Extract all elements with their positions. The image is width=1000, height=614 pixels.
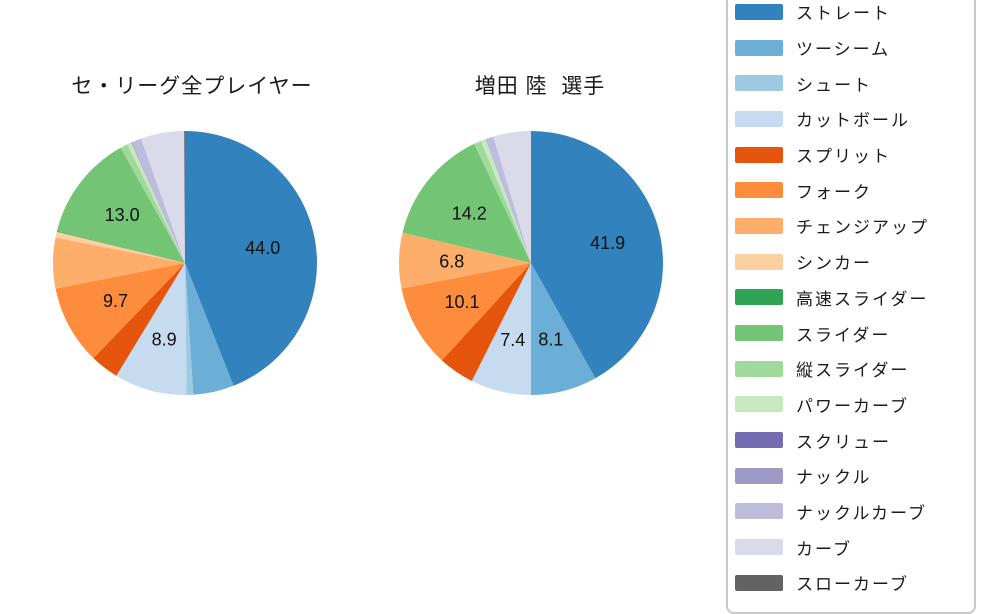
- legend-item-straight: ストレート: [735, 0, 974, 30]
- legend-label-slow-curve: スローカーブ: [796, 575, 909, 595]
- legend-label-straight: ストレート: [796, 4, 891, 24]
- legend-swatch-knuckle: [735, 467, 783, 484]
- pie-0-slice-two-seam: [185, 263, 234, 395]
- legend-item-split: スプリット: [735, 137, 974, 173]
- pie-svg-0: 44.0 8.9 9.7 13.0: [53, 130, 317, 396]
- legend-swatch-slider: [735, 325, 783, 342]
- legend: ストレートツーシームシュートカットボール スプリットフォークチェンジアップ シンカー…: [726, 0, 976, 614]
- pitch-type-distribution-figure: セ・リーグ全プレイヤー 44.0 8.9 9.7 13.0 増田 陸 選手 41.9 8…: [53, 0, 976, 614]
- pie-0-slice-knuckle: [131, 142, 185, 263]
- pie-0-slice-shoot: [185, 263, 194, 395]
- legend-item-knuckle: ナックル: [735, 458, 974, 494]
- pie-0-slice-straight: [185, 131, 317, 386]
- legend-item-slow-curve: スローカーブ: [735, 565, 974, 601]
- legend-label-vertical-slider: 縦スライダー: [796, 361, 910, 381]
- legend-item-screw: スクリュー: [735, 422, 974, 458]
- legend-label-knuckle: ナックル: [796, 468, 872, 488]
- pie-1-pct-label-fork: 10.1: [444, 292, 479, 312]
- pie-0-slice-power-curve: [127, 142, 185, 263]
- legend-item-vertical-slider: 縦スライダー: [735, 351, 974, 387]
- legend-swatch-cut-ball: [735, 110, 783, 127]
- pie-1-slice-slider: [402, 143, 531, 263]
- legend-swatch-screw: [735, 432, 783, 449]
- legend-swatch-fork: [735, 182, 783, 199]
- pie-0-slice-vertical-slider: [120, 144, 185, 263]
- chart-title-player: 増田 陸 選手: [474, 75, 606, 98]
- legend-label-knuckle-curve: ナックルカーブ: [796, 503, 927, 523]
- legend-swatch-knuckle-curve: [735, 503, 783, 520]
- legend-label-shoot: シュート: [796, 75, 872, 95]
- pie-0-pct-label-straight: 44.0: [245, 238, 280, 258]
- pie-1-slice-power-curve: [480, 139, 531, 263]
- legend-swatch-vertical-slider: [735, 360, 783, 377]
- legend-swatch-changeup: [735, 217, 783, 234]
- legend-label-cut-ball: カットボール: [796, 111, 910, 131]
- pie-1-slice-split: [441, 263, 531, 381]
- legend-item-cut-ball: カットボール: [735, 101, 974, 137]
- legend-swatch-curve: [735, 539, 783, 556]
- legend-item-two-seam: ツーシーム: [735, 30, 974, 66]
- pie-0-slice-split: [93, 263, 185, 376]
- legend-item-sinker: シンカー: [735, 244, 974, 280]
- pie-svg-1: 41.9 8.1 7.4 10.1 6.8 14.2: [399, 131, 664, 395]
- legend-label-split: スプリット: [796, 147, 891, 167]
- legend-label-fork: フォーク: [796, 182, 872, 202]
- chart-title-league: セ・リーグ全プレイヤー: [71, 75, 313, 98]
- legend-item-fast-slider: 高速スライダー: [735, 280, 974, 316]
- pie-1-slice-two-seam: [531, 263, 596, 395]
- pie-1-slice-fork: [401, 263, 531, 361]
- pie-0-slice-changeup: [53, 237, 185, 289]
- pie-0-slice-fork: [55, 263, 185, 359]
- pie-1-pct-label-changeup: 6.8: [439, 252, 464, 272]
- pie-0-slice-sinker: [55, 231, 185, 263]
- legend-item-shoot: シュート: [735, 65, 974, 101]
- legend-label-power-curve: パワーカーブ: [796, 396, 909, 416]
- legend-item-curve: カーブ: [735, 529, 974, 565]
- pie-1-slice-straight: [531, 131, 664, 379]
- legend-item-changeup: チェンジアップ: [735, 208, 974, 244]
- legend-swatch-shoot: [735, 75, 783, 92]
- pie-0-slice-fast-slider: [56, 230, 185, 263]
- pie-1-slice-cut-ball: [471, 263, 531, 395]
- pie-1-pct-label-straight: 41.9: [590, 233, 625, 253]
- pie-0-pct-label-fork: 9.7: [103, 291, 128, 311]
- legend-label-screw: スクリュー: [796, 432, 891, 452]
- legend-label-fast-slider: 高速スライダー: [796, 289, 929, 309]
- pie-1-pct-label-cut-ball: 7.4: [500, 330, 525, 350]
- legend-item-fork: フォーク: [735, 172, 974, 208]
- pie-0-slice-slider: [56, 147, 185, 263]
- legend-label-sinker: シンカー: [796, 254, 872, 274]
- pie-1-pct-label-slider: 14.2: [452, 203, 487, 223]
- legend-swatch-power-curve: [735, 396, 783, 413]
- pie-1-slice-changeup: [399, 232, 531, 289]
- pie-1-slice-knuckle-curve: [485, 136, 531, 263]
- legend-swatch-straight: [735, 3, 783, 20]
- legend-item-knuckle-curve: ナックルカーブ: [735, 494, 974, 530]
- pie-1-pct-label-two-seam: 8.1: [538, 330, 563, 350]
- legend-item-power-curve: パワーカーブ: [735, 387, 974, 423]
- legend-swatch-slow-curve: [735, 574, 783, 591]
- pie-0-pct-label-slider: 13.0: [105, 205, 140, 225]
- legend-item-slider: スライダー: [735, 315, 974, 351]
- legend-swatch-sinker: [735, 253, 783, 270]
- legend-label-curve: カーブ: [796, 539, 852, 559]
- pie-0-slice-curve: [141, 131, 185, 263]
- legend-label-slider: スライダー: [796, 325, 891, 345]
- legend-label-two-seam: ツーシーム: [796, 40, 891, 60]
- pie-0-slice-knuckle-curve: [131, 138, 185, 263]
- pie-1-slice-curve: [493, 131, 531, 263]
- legend-swatch-split: [735, 146, 783, 163]
- legend-label-changeup: チェンジアップ: [796, 218, 929, 238]
- pie-1-slice-vertical-slider: [474, 140, 531, 263]
- legend-swatch-fast-slider: [735, 289, 783, 306]
- pie-0-slice-cut-ball: [116, 263, 187, 396]
- legend-swatch-two-seam: [735, 39, 783, 56]
- pie-0-pct-label-cut-ball: 8.9: [152, 329, 177, 349]
